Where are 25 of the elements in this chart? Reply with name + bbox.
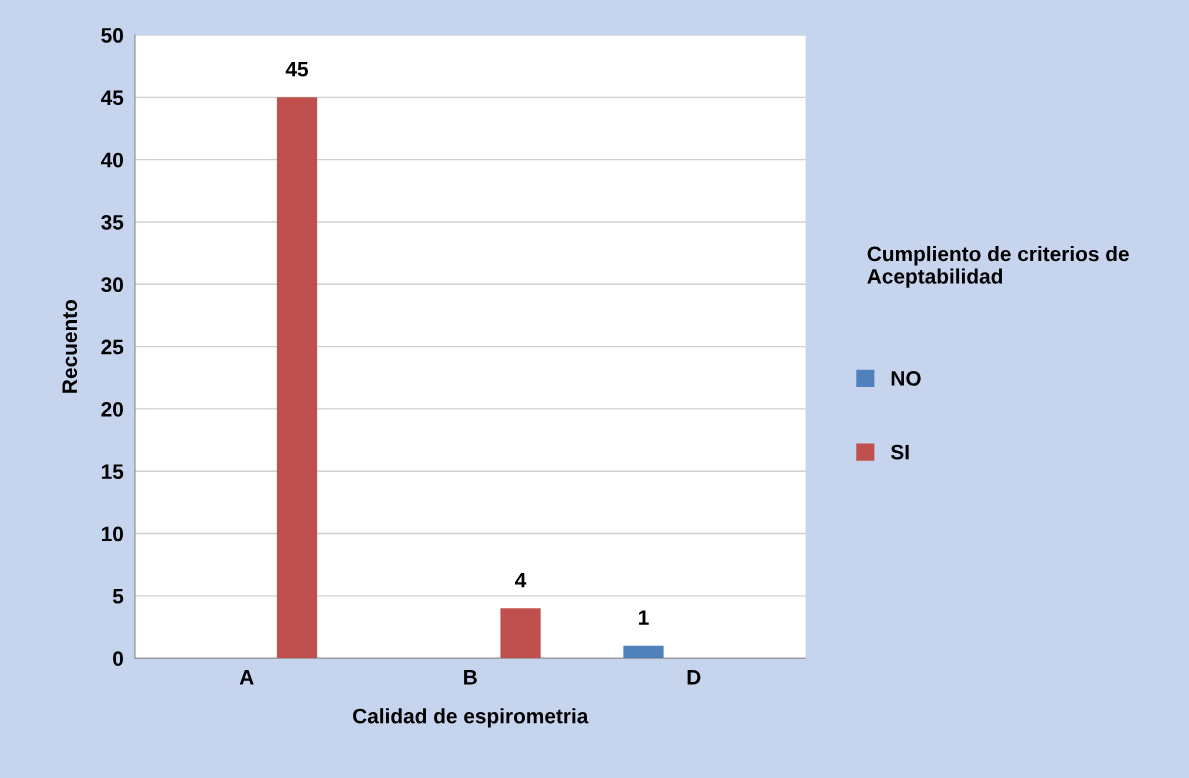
data-label: 1: [639, 610, 649, 625]
data-label: 45: [285, 62, 309, 77]
x-axis-title: Calidad de espirometria: [353, 708, 589, 728]
y-tick-label: 40: [100, 152, 123, 168]
data-label: 4: [515, 573, 527, 588]
bar: [500, 608, 541, 659]
y-tick-label: 20: [101, 401, 123, 417]
y-tick-label: 50: [101, 28, 123, 43]
y-tick-label: 5: [112, 589, 124, 604]
y-tick-label: 15: [101, 464, 124, 479]
legend-label: SI: [890, 444, 909, 460]
y-tick-label: 45: [100, 90, 124, 106]
y-tick-label: 10: [101, 526, 123, 542]
y-tick-label: 30: [101, 277, 123, 293]
bar: [276, 97, 318, 659]
y-axis-title: Recuento: [62, 299, 78, 393]
x-tick-label: D: [687, 670, 701, 685]
y-tick-label: 35: [101, 214, 124, 230]
x-tick-label: B: [464, 670, 477, 685]
y-tick-label: 0: [113, 651, 123, 666]
legend-label: NO: [891, 371, 921, 386]
legend-title: Cumpliento de criterios de Aceptabilidad: [867, 246, 1129, 288]
y-tick-label: 25: [101, 339, 124, 355]
x-tick-label: A: [239, 670, 254, 685]
bar: [623, 645, 664, 659]
